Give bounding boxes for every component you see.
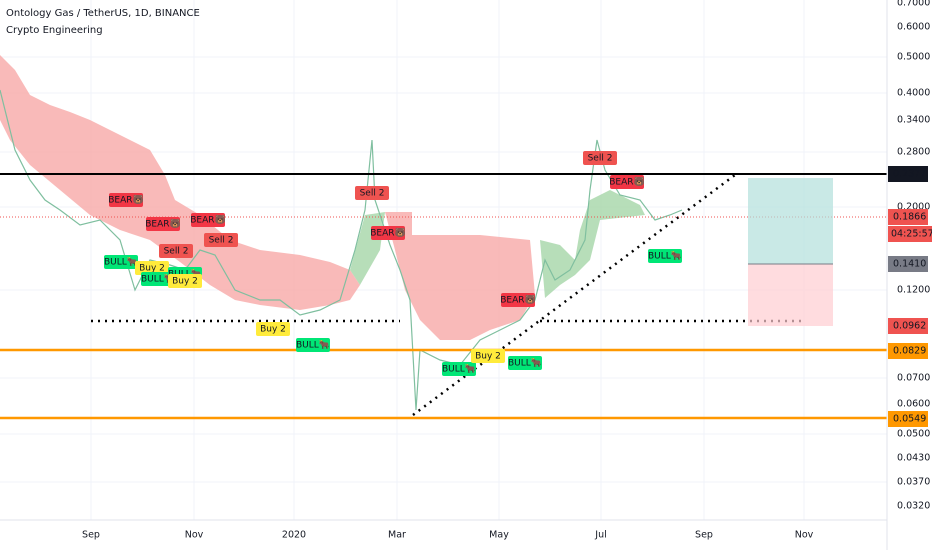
signal-badge <box>371 226 405 240</box>
price-label: 0.0600 <box>897 399 930 410</box>
price-label: 0.0430 <box>897 453 930 464</box>
signal-badge <box>168 274 202 288</box>
time-label: Jul <box>594 530 606 541</box>
price-label: 0.4000 <box>897 88 930 99</box>
time-label: Mar <box>388 530 406 541</box>
signal-label: Buy 2 <box>172 277 198 287</box>
price-label: 0.7000 <box>897 0 930 9</box>
signal-badge <box>610 175 644 189</box>
time-label: Sep <box>695 530 713 541</box>
signal-label: BEAR🐻 <box>370 227 405 239</box>
time-label: May <box>489 530 509 541</box>
price-label: 0.3400 <box>897 115 930 126</box>
price-tag-label: 0.0962 <box>893 321 926 332</box>
price-tag-label: 0.1410 <box>893 259 926 270</box>
signal-badge <box>141 272 175 286</box>
signal-label: BULL🐂 <box>648 251 682 262</box>
signal-label: Sell 2 <box>164 247 189 257</box>
price-tag <box>888 343 928 359</box>
signal-label: BULL🐂 <box>104 257 138 268</box>
signal-label: BEAR🐻 <box>190 214 225 226</box>
time-label: Nov <box>795 530 814 541</box>
price-tag <box>888 318 928 334</box>
signal-badge <box>648 249 682 263</box>
signal-label: BEAR🐻 <box>145 218 180 230</box>
price-label: 0.0500 <box>897 429 930 440</box>
signal-badge <box>583 151 617 165</box>
signal-badge <box>109 193 143 207</box>
price-label: 0.2800 <box>897 147 930 158</box>
signal-label: Sell 2 <box>209 236 234 246</box>
signal-label: BULL🐂 <box>508 358 542 369</box>
signal-badge <box>501 293 535 307</box>
signal-badge <box>471 349 505 363</box>
time-label: 2020 <box>282 530 306 541</box>
signal-badge <box>256 322 290 336</box>
signal-badge <box>296 338 330 352</box>
signal-label: BEAR🐻 <box>500 294 535 306</box>
signal-badge <box>508 356 542 370</box>
signal-label: BULL🐂 <box>141 274 175 285</box>
signal-label: Buy 2 <box>260 325 286 335</box>
price-label: 0.0320 <box>897 501 930 512</box>
price-axis: 0.7000 0.6000 0.5000 0.4000 0.3400 0.2800 0.20… <box>888 0 932 512</box>
bear-cloud <box>0 55 360 310</box>
time-label: Sep <box>82 530 100 541</box>
price-tag-label: 0.0829 <box>893 346 926 357</box>
indicator-name: Crypto Engineering <box>6 25 103 36</box>
signal-label: Sell 2 <box>360 189 385 199</box>
price-label: 0.2000 <box>897 202 930 213</box>
price-label: 0.5000 <box>897 52 930 63</box>
signal-badge <box>204 233 238 247</box>
price-tag <box>888 256 928 272</box>
price-tag-label: 0.2377 <box>893 169 926 180</box>
price-label: 0.1200 <box>897 285 930 296</box>
price-label: 0.0370 <box>897 477 930 488</box>
price-tag-label: 0.1866 <box>893 212 926 223</box>
price-label: 0.0700 <box>897 373 930 384</box>
signal-label: Sell 2 <box>588 154 613 164</box>
price-label: 0.6000 <box>897 22 930 33</box>
signal-badge <box>104 255 138 269</box>
chart-title: Ontology Gas / TetherUS, 1D, BINANCE <box>6 8 200 19</box>
signal-label: BEAR🐻 <box>609 176 644 188</box>
countdown-tag <box>888 226 932 242</box>
stop-zone <box>748 264 833 326</box>
signal-label: BULL🐂 <box>296 340 330 351</box>
price-tag <box>888 411 928 427</box>
signal-label: BEAR🐻 <box>108 194 143 206</box>
signal-label: BULL🐂 <box>442 364 476 375</box>
target-zone <box>748 178 833 264</box>
bull-cloud <box>540 190 645 298</box>
signal-badge <box>442 362 476 376</box>
bear-cloud <box>385 212 535 340</box>
signal-label: Buy 2 <box>475 352 501 362</box>
signal-badge <box>135 261 169 275</box>
signal-badge <box>146 217 180 231</box>
time-axis: Sep Nov 2020 Mar May Jul Sep Nov <box>82 530 814 541</box>
countdown: 04:25:57 <box>891 229 932 240</box>
price-tag-label: 0.0549 <box>893 414 926 425</box>
signal-badge <box>191 213 225 227</box>
signal-badge <box>159 244 193 258</box>
time-label: Nov <box>185 530 204 541</box>
signal-label: Buy 2 <box>139 264 165 274</box>
signal-badge <box>355 186 389 200</box>
price-tag <box>888 166 928 182</box>
price-tag <box>888 209 928 225</box>
